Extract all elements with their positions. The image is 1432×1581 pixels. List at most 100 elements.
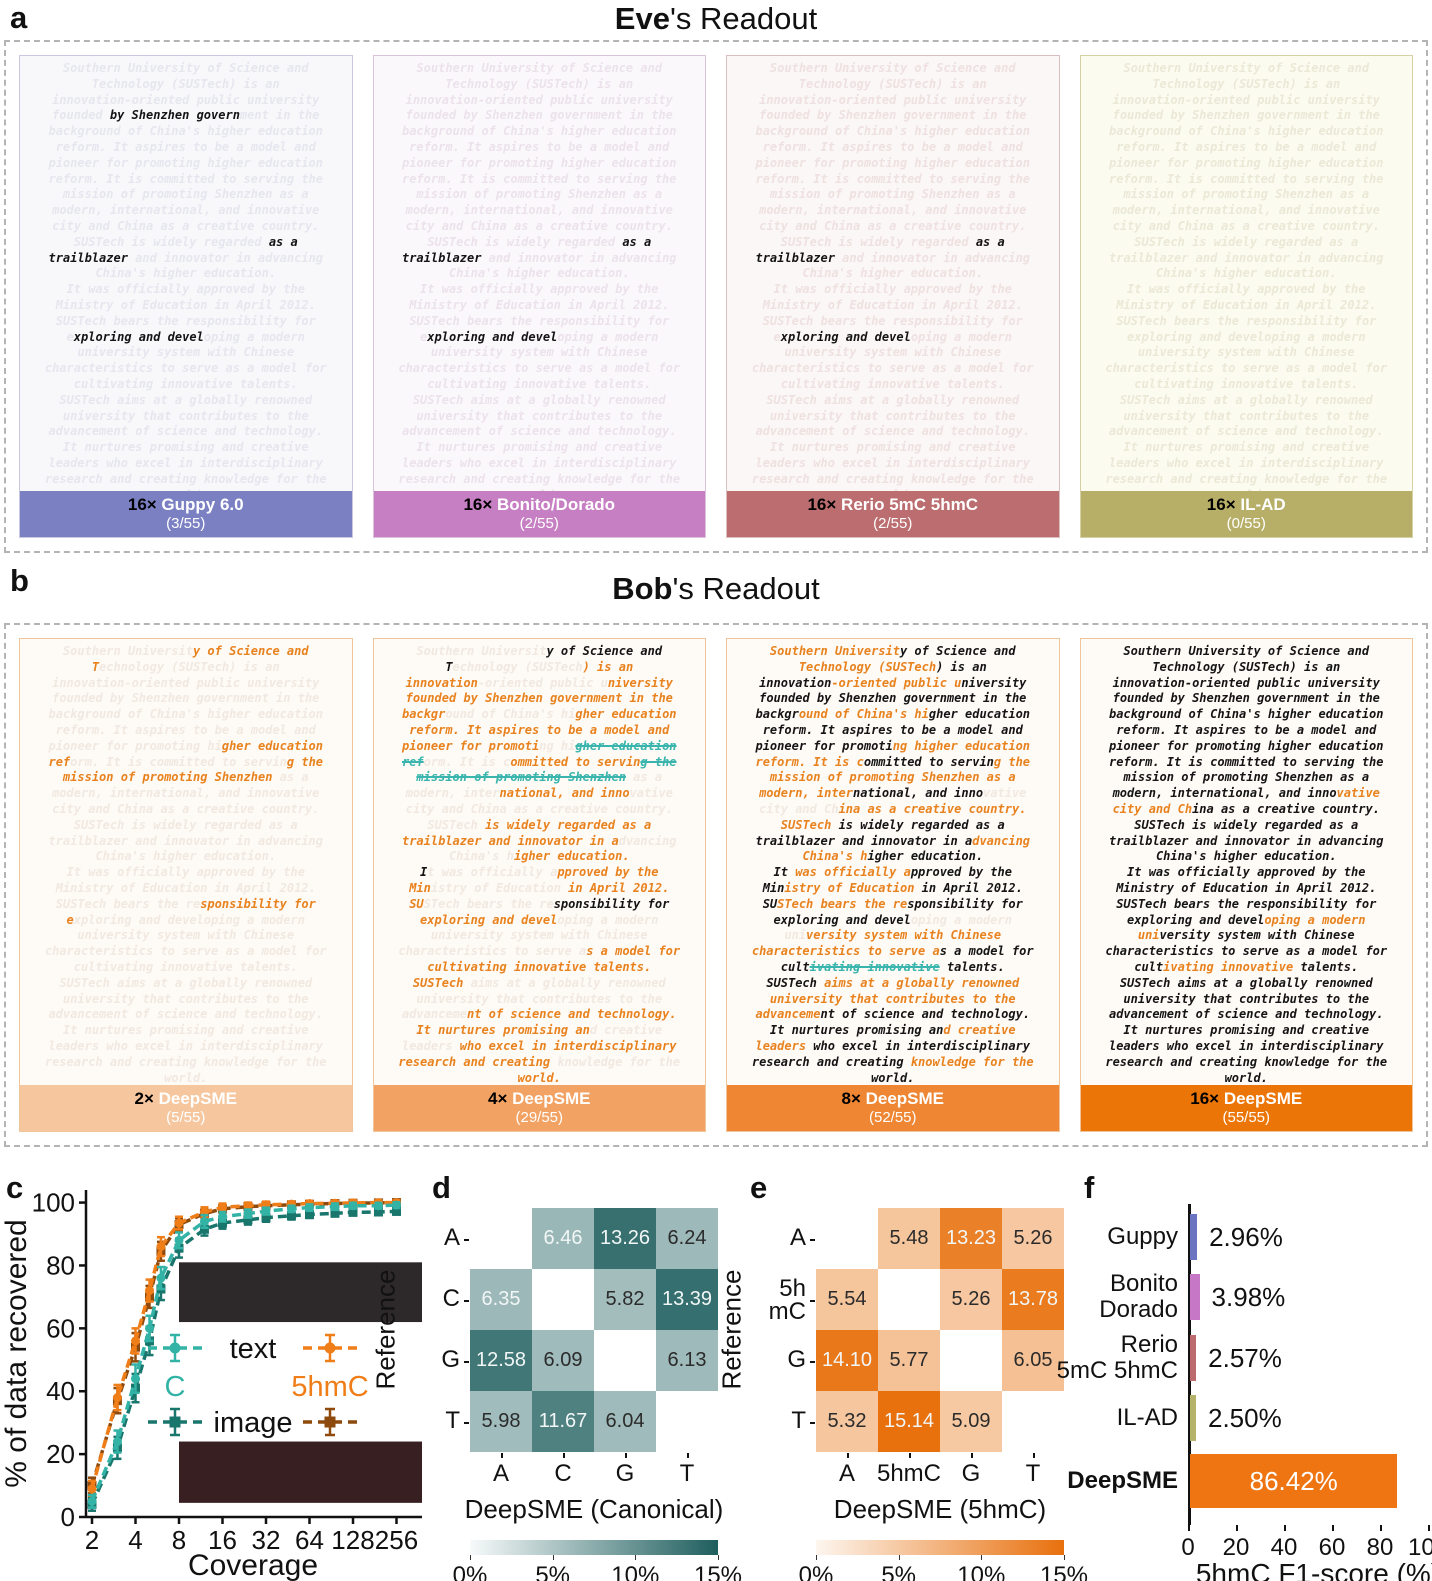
text-line: reform. It aspires to be a model and <box>409 139 670 154</box>
text-line: founded by Shenzhen government in the <box>1112 108 1380 123</box>
x-tick-label: 256 <box>375 1525 418 1555</box>
heatmap-cell-A-5hmC: 5.48 <box>878 1208 940 1269</box>
x-tick-label: 128 <box>331 1525 374 1555</box>
text-line: China's higher education. <box>802 849 984 864</box>
text-line: innovation-oriented public university <box>1112 675 1380 690</box>
recovered-count: (5/55) <box>166 1109 206 1126</box>
recovered-count: (3/55) <box>166 515 206 532</box>
eve-card-1: Southern University of Science and Techno… <box>19 55 353 538</box>
text-line: world. <box>517 1070 561 1085</box>
heatmap-cell-A-A <box>816 1208 878 1269</box>
text-line: exploring and developing a modern <box>773 912 1012 927</box>
decoded-text: Southern University of Science and Techno… <box>20 639 352 1085</box>
model-name: DeepSME <box>153 1089 238 1108</box>
text-line: exploring and developing a modern <box>773 329 1012 344</box>
heatmap-row-label: C <box>442 1284 460 1312</box>
text-line: trailblazer and innovator in advancing <box>1108 250 1384 265</box>
text-line: university system with Chinese <box>430 345 648 360</box>
text-line: innovation-oriented public university <box>52 675 320 690</box>
text-line: exploring and developing a modern <box>66 329 305 344</box>
text-line: research and creating knowledge for the <box>44 471 327 486</box>
text-line: China's higher education. <box>448 849 630 864</box>
text-line: characteristics to serve as a model for <box>398 361 681 376</box>
y-axis-label: % of data recovered <box>0 1219 33 1488</box>
text-line: Ministry of Education in April 2012. <box>762 880 1023 895</box>
decoded-text: Southern University of Science and Techno… <box>20 56 352 491</box>
heatmap-col-label: A <box>492 1460 509 1487</box>
heatmap-cell-A-T: 5.26 <box>1002 1208 1064 1269</box>
text-line: Southern University of Science and <box>1123 644 1370 658</box>
text-line: background of China's higher education <box>755 124 1031 139</box>
text-line: university system with Chinese <box>784 928 1002 943</box>
decoded-text: Southern University of Science and Techno… <box>1081 56 1413 491</box>
text-line: world. <box>1224 1070 1268 1085</box>
colorbar-tick-label: 0% <box>452 1562 488 1581</box>
text-line: university system with Chinese <box>1137 928 1355 943</box>
text-line: innovation-oriented public university <box>405 675 673 690</box>
bar-value-label: 2.96% <box>1209 1222 1283 1252</box>
heatmap-cell-G-T: 6.05 <box>1002 1330 1064 1391</box>
model-name: DeepSME <box>860 1089 945 1108</box>
text-line: reform. It is committed to serving the <box>1108 171 1384 186</box>
heatmap-colorbar <box>470 1540 718 1555</box>
text-line: It was officially approved by the <box>773 282 1012 297</box>
heatmap-y-axis-label: Reference <box>716 1269 747 1390</box>
heatmap-cell-G-T: 6.13 <box>656 1330 718 1391</box>
text-line: SUSTech is widely regarded as a <box>780 817 1005 832</box>
text-line: founded by Shenzhen government in the <box>405 691 673 706</box>
text-line: pioneer for promoting higher education <box>401 738 677 753</box>
text-line: advancement of science and technology. <box>755 1007 1031 1022</box>
text-line: Southern University of Science and <box>1123 61 1370 75</box>
panel-b-title: Bob's Readout <box>0 571 1432 606</box>
bar-value-label: 86.42% <box>1249 1466 1338 1496</box>
x-tick-label: 16 <box>208 1525 237 1555</box>
text-line: trailblazer and innovator in advancing <box>401 250 677 265</box>
colorbar-tick-label: 15% <box>693 1562 743 1581</box>
text-line: university that contributes to the <box>1123 991 1370 1006</box>
text-line: reform. It is committed to serving the <box>755 754 1031 769</box>
text-line: exploring and developing a modern <box>1127 329 1366 344</box>
text-line: It was officially approved by the <box>773 865 1012 880</box>
f1-bar-bonito-dorado <box>1190 1274 1200 1320</box>
bar-value-label: 2.57% <box>1208 1343 1282 1373</box>
heatmap-x-axis-label: DeepSME (Canonical) <box>464 1494 724 1524</box>
model-footer: 16× DeepSME (55/55) <box>1080 1085 1412 1131</box>
panel-a-label: a <box>10 0 28 35</box>
text-line: university that contributes to the <box>416 408 663 423</box>
x-tick-label: 32 <box>252 1525 281 1555</box>
heatmap-row-label: A <box>443 1223 460 1251</box>
heatmap-cell-G-A: 12.58 <box>470 1330 532 1391</box>
text-line: SUSTech aims at a globally renowned <box>766 392 1020 407</box>
model-name: Rerio 5mC 5hmC <box>836 495 979 514</box>
text-line: It nurtures promising and creative <box>1123 1023 1370 1038</box>
text-line: cultivating innovative talents. <box>427 959 652 974</box>
heatmap-cell-A-G: 13.26 <box>594 1208 656 1269</box>
text-line: It nurtures promising and creative <box>769 1023 1016 1038</box>
decoded-text: Southern University of Science and Techno… <box>727 639 1059 1085</box>
heatmap-cell-A-G: 13.23 <box>940 1208 1002 1269</box>
text-line: It nurtures promising and creative <box>416 1023 663 1038</box>
text-line: SUSTech is widely regarded as a <box>427 234 652 249</box>
text-line: SUSTech aims at a globally renowned <box>412 975 666 990</box>
panel-a-title-rest: 's Readout <box>669 1 818 36</box>
chart-legend: text C 5hmC image <box>148 1333 369 1439</box>
recovered-count: (29/55) <box>515 1109 564 1126</box>
text-line: China's higher education. <box>448 266 630 281</box>
text-line: SUSTech bears the responsibility for <box>1116 896 1377 911</box>
text-line: cultivating innovative talents. <box>73 376 298 391</box>
text-line: leaders who excel in interdisciplinary <box>401 455 677 470</box>
text-line: exploring and developing a modern <box>420 912 659 927</box>
text-line: city and China as a creative country. <box>1112 218 1380 233</box>
text-line: modern, international, and innovative <box>405 203 673 218</box>
legend-text-label: text <box>230 1333 277 1365</box>
f-x-tick-label: 20 <box>1222 1534 1250 1561</box>
recovery-chart-panel: c 0 20 40 60 80 100 2 4 8 16 32 64 128 256 Coverage % o… <box>0 1154 430 1581</box>
text-line: SUSTech is widely regarded as a <box>1134 234 1359 249</box>
heatmap-cell-5hmC-5hmC <box>878 1269 940 1330</box>
panel-f-label: f <box>1084 1170 1095 1205</box>
heatmap-cell-T-C: 11.67 <box>532 1391 594 1452</box>
f1-bar-guppy <box>1190 1214 1198 1260</box>
model-name: IL-AD <box>1235 495 1286 514</box>
decoded-text: Southern University of Science and Techno… <box>374 639 706 1085</box>
panel-e-label: e <box>750 1170 768 1205</box>
